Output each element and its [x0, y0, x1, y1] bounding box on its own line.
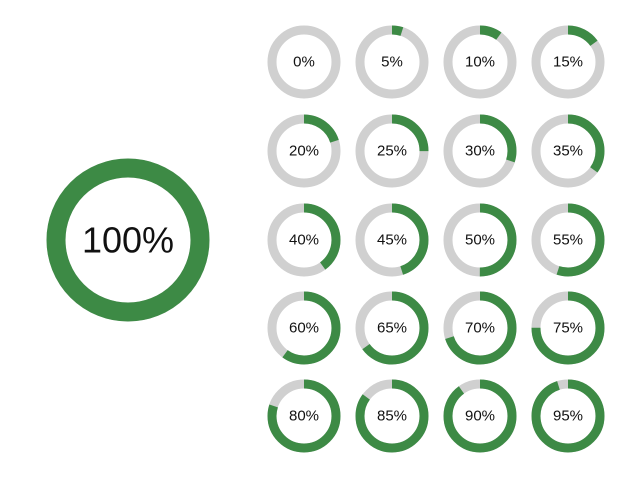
progress-ring-10: 10%: [443, 25, 517, 99]
ring-arc: [355, 114, 429, 188]
ring-label: 35%: [553, 143, 583, 160]
ring-label: 90%: [465, 408, 495, 425]
progress-ring-70: 70%: [443, 291, 517, 365]
progress-ring-60: 60%: [267, 291, 341, 365]
ring-arc: [443, 291, 517, 365]
progress-ring-55: 55%: [531, 203, 605, 277]
progress-ring-0: 0%: [267, 25, 341, 99]
ring-label: 60%: [289, 320, 319, 337]
ring-label: 65%: [377, 320, 407, 337]
progress-ring-25: 25%: [355, 114, 429, 188]
ring-label: 20%: [289, 143, 319, 160]
ring-arc: [531, 203, 605, 277]
progress-ring-20: 20%: [267, 114, 341, 188]
ring-arc: [267, 379, 341, 453]
ring-label: 0%: [293, 54, 315, 71]
ring-arc: [267, 291, 341, 365]
ring-arc: [531, 291, 605, 365]
main-ring-arc: [46, 158, 210, 322]
progress-ring-30: 30%: [443, 114, 517, 188]
ring-label: 10%: [465, 54, 495, 71]
ring-arc: [267, 114, 341, 188]
progress-ring-15: 15%: [531, 25, 605, 99]
ring-arc: [531, 25, 605, 99]
ring-label: 75%: [553, 320, 583, 337]
ring-arc: [267, 203, 341, 277]
progress-ring-35: 35%: [531, 114, 605, 188]
ring-arc: [531, 379, 605, 453]
progress-ring-95: 95%: [531, 379, 605, 453]
ring-arc: [355, 379, 429, 453]
progress-ring-80: 80%: [267, 379, 341, 453]
ring-label: 85%: [377, 408, 407, 425]
progress-ring-75: 75%: [531, 291, 605, 365]
progress-ring-45: 45%: [355, 203, 429, 277]
ring-label: 80%: [289, 408, 319, 425]
main-ring-label: 100%: [82, 220, 174, 261]
ring-label: 30%: [465, 143, 495, 160]
ring-label: 15%: [553, 54, 583, 71]
ring-arc: [531, 114, 605, 188]
ring-arc: [443, 379, 517, 453]
progress-ring-85: 85%: [355, 379, 429, 453]
ring-label: 40%: [289, 232, 319, 249]
ring-arc: [443, 114, 517, 188]
ring-label: 55%: [553, 232, 583, 249]
ring-label: 45%: [377, 232, 407, 249]
ring-track: [267, 25, 341, 99]
ring-arc: [443, 25, 517, 99]
ring-label: 5%: [381, 54, 403, 71]
ring-arc: [443, 203, 517, 277]
ring-label: 25%: [377, 143, 407, 160]
progress-ring-grid: 0% 5% 10% 15% 20% 25% 30% 35% 40% 45% 50% 55% 60% 65%…: [267, 25, 605, 453]
progress-ring-5: 5%: [355, 25, 429, 99]
progress-ring-90: 90%: [443, 379, 517, 453]
progress-ring-40: 40%: [267, 203, 341, 277]
ring-label: 70%: [465, 320, 495, 337]
main-progress-ring: 100%: [46, 158, 210, 322]
ring-label: 50%: [465, 232, 495, 249]
progress-ring-65: 65%: [355, 291, 429, 365]
progress-ring-50: 50%: [443, 203, 517, 277]
ring-arc: [355, 25, 429, 99]
ring-label: 95%: [553, 408, 583, 425]
ring-arc: [355, 291, 429, 365]
ring-arc: [355, 203, 429, 277]
